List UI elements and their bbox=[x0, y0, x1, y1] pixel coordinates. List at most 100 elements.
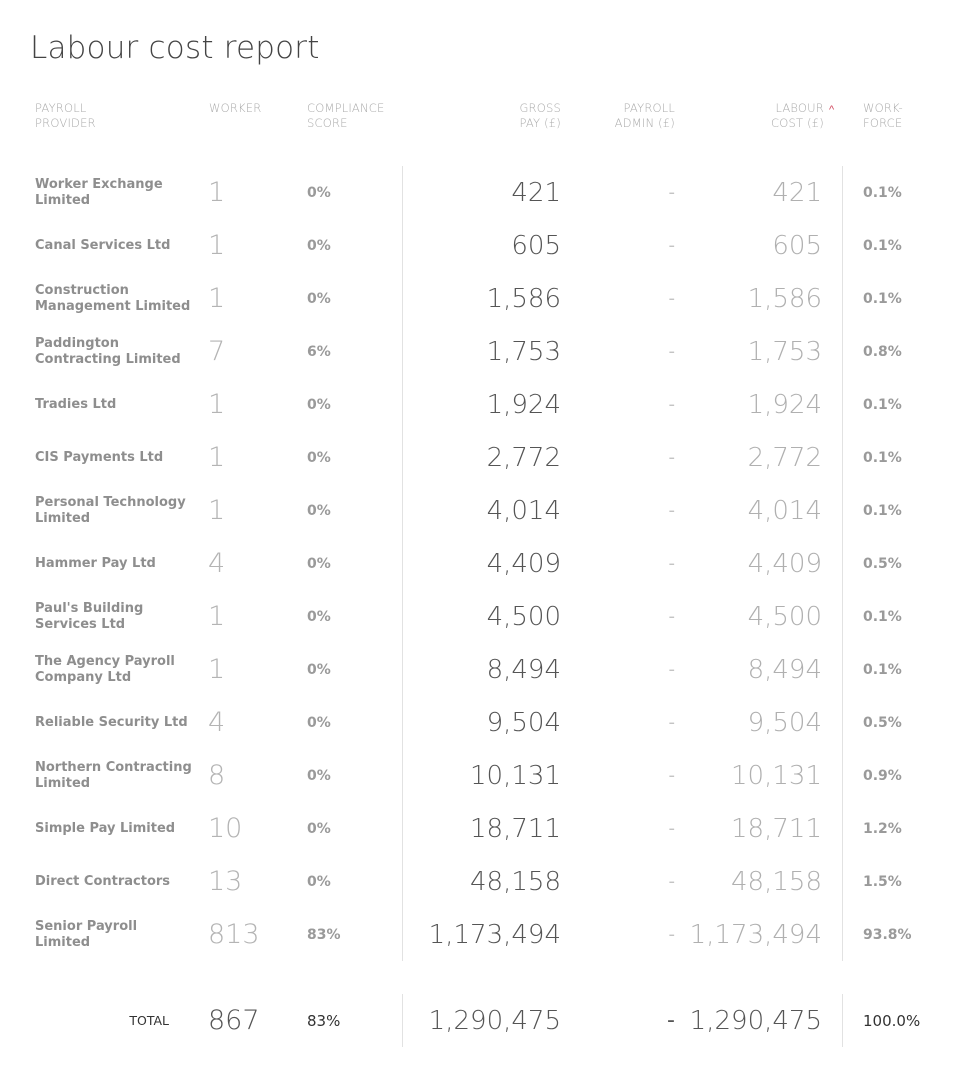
row-compliance-score: 0% bbox=[307, 555, 331, 572]
header-worker[interactable]: WORKER bbox=[209, 101, 261, 116]
row-compliance-score: 0% bbox=[307, 237, 331, 254]
table-row[interactable]: Construction Management Limited 1 0% 1,586 -… bbox=[0, 272, 954, 325]
row-labour-cost: 48,158 bbox=[731, 866, 822, 897]
row-payroll-admin: - bbox=[668, 447, 676, 468]
row-labour-cost: 18,711 bbox=[731, 813, 822, 844]
table-row[interactable]: Reliable Security Ltd 4 0% 9,504 - 9,504 0.5% bbox=[0, 696, 954, 749]
row-worker-count: 4 bbox=[208, 548, 226, 579]
row-payroll-admin: - bbox=[668, 500, 676, 521]
row-workforce-share: 0.8% bbox=[863, 343, 902, 360]
table-row[interactable]: Paddington Contracting Limited 7 6% 1,753 - 1… bbox=[0, 325, 954, 378]
column-divider bbox=[402, 994, 403, 1047]
row-worker-count: 1 bbox=[208, 495, 226, 526]
row-provider-name: Paddington Contracting Limited bbox=[35, 335, 181, 367]
row-payroll-admin: - bbox=[668, 182, 676, 203]
row-compliance-score: 0% bbox=[307, 608, 331, 625]
row-provider-name: Worker Exchange Limited bbox=[35, 176, 163, 208]
row-payroll-admin: - bbox=[668, 659, 676, 680]
row-payroll-admin: - bbox=[668, 606, 676, 627]
row-gross-pay: 48,158 bbox=[470, 866, 561, 897]
header-gross-pay[interactable]: GROSS PAY (£) bbox=[481, 101, 561, 131]
row-worker-count: 1 bbox=[208, 601, 226, 632]
row-gross-pay: 1,924 bbox=[486, 389, 561, 420]
row-gross-pay: 9,504 bbox=[486, 707, 561, 738]
row-workforce-share: 0.1% bbox=[863, 237, 902, 254]
header-workforce[interactable]: WORK- FORCE bbox=[863, 101, 903, 131]
table-row[interactable]: Personal Technology Limited 1 0% 4,014 - 4,01… bbox=[0, 484, 954, 537]
row-worker-count: 1 bbox=[208, 442, 226, 473]
row-worker-count: 4 bbox=[208, 707, 226, 738]
row-provider-name: Reliable Security Ltd bbox=[35, 714, 188, 730]
total-payroll-admin: - bbox=[667, 1008, 675, 1033]
table-row[interactable]: Direct Contractors 13 0% 48,158 - 48,158 1.5% bbox=[0, 855, 954, 908]
sort-ascending-icon[interactable]: ^ bbox=[829, 104, 835, 116]
row-worker-count: 7 bbox=[208, 336, 226, 367]
row-workforce-share: 0.1% bbox=[863, 502, 902, 519]
row-workforce-share: 93.8% bbox=[863, 926, 912, 943]
row-worker-count: 10 bbox=[208, 813, 243, 844]
table-row[interactable]: Canal Services Ltd 1 0% 605 - 605 0.1% bbox=[0, 219, 954, 272]
row-compliance-score: 83% bbox=[307, 926, 341, 943]
total-workers: 867 bbox=[208, 1005, 260, 1036]
row-workforce-share: 1.5% bbox=[863, 873, 902, 890]
row-gross-pay: 1,586 bbox=[486, 283, 561, 314]
row-provider-name: The Agency Payroll Company Ltd bbox=[35, 653, 175, 685]
row-compliance-score: 0% bbox=[307, 184, 331, 201]
table-row[interactable]: CIS Payments Ltd 1 0% 2,772 - 2,772 0.1% bbox=[0, 431, 954, 484]
header-label: SCORE bbox=[307, 116, 348, 130]
header-label: PAY (£) bbox=[519, 116, 561, 130]
row-workforce-share: 0.1% bbox=[863, 608, 902, 625]
row-worker-count: 813 bbox=[208, 919, 260, 950]
table-row[interactable]: Senior Payroll Limited 813 83% 1,173,494-1,… bbox=[0, 908, 954, 961]
row-payroll-admin: - bbox=[668, 712, 676, 733]
row-compliance-score: 0% bbox=[307, 396, 331, 413]
table-row[interactable]: Simple Pay Limited 10 0% 18,711 - 18,711 1.2% bbox=[0, 802, 954, 855]
row-labour-cost: 9,504 bbox=[747, 707, 822, 738]
header-label: PAYROLL bbox=[623, 101, 675, 115]
row-payroll-admin: - bbox=[668, 924, 676, 945]
row-provider-name: Canal Services Ltd bbox=[35, 237, 171, 253]
row-gross-pay: 1,753 bbox=[486, 336, 561, 367]
row-gross-pay: 1,173,494 bbox=[428, 919, 561, 950]
row-gross-pay: 421 bbox=[511, 177, 561, 208]
row-provider-name: Northern Contracting Limited bbox=[35, 759, 192, 791]
row-gross-pay: 4,409 bbox=[486, 548, 561, 579]
row-payroll-admin: - bbox=[668, 341, 676, 362]
row-workforce-share: 0.9% bbox=[863, 767, 902, 784]
row-workforce-share: 0.1% bbox=[863, 290, 902, 307]
total-row: TOTAL 867 83% 1,290,475 - 1,290,475 100.… bbox=[0, 994, 954, 1047]
row-labour-cost: 421 bbox=[772, 177, 822, 208]
row-payroll-admin: - bbox=[668, 288, 676, 309]
row-provider-name: Construction Management Limited bbox=[35, 282, 191, 314]
row-gross-pay: 8,494 bbox=[486, 654, 561, 685]
table-row[interactable]: Paul's Building Services Ltd 1 0% 4,500 - 4,5… bbox=[0, 590, 954, 643]
row-workforce-share: 0.1% bbox=[863, 661, 902, 678]
header-payroll-admin[interactable]: PAYROLL ADMIN (£) bbox=[595, 101, 675, 131]
table-row[interactable]: Hammer Pay Ltd 4 0% 4,409 - 4,409 0.5% bbox=[0, 537, 954, 590]
column-divider bbox=[842, 166, 843, 961]
total-labour-cost: 1,290,475 bbox=[689, 1005, 822, 1036]
table-row[interactable]: Worker Exchange Limited 1 0% 421 - 421 0.1% bbox=[0, 166, 954, 219]
row-gross-pay: 4,014 bbox=[486, 495, 561, 526]
row-compliance-score: 6% bbox=[307, 343, 331, 360]
header-labour-cost[interactable]: LABOUR COST (£) bbox=[744, 101, 824, 131]
row-payroll-admin: - bbox=[668, 235, 676, 256]
row-provider-name: Hammer Pay Ltd bbox=[35, 555, 156, 571]
row-labour-cost: 2,772 bbox=[747, 442, 822, 473]
row-worker-count: 8 bbox=[208, 760, 226, 791]
row-labour-cost: 1,586 bbox=[747, 283, 822, 314]
header-compliance-score[interactable]: COMPLIANCE SCORE bbox=[307, 101, 385, 131]
row-compliance-score: 0% bbox=[307, 661, 331, 678]
row-provider-name: Personal Technology Limited bbox=[35, 494, 186, 526]
row-worker-count: 1 bbox=[208, 177, 226, 208]
row-workforce-share: 1.2% bbox=[863, 820, 902, 837]
table-row[interactable]: Tradies Ltd 1 0% 1,924 - 1,924 0.1% bbox=[0, 378, 954, 431]
row-workforce-share: 0.1% bbox=[863, 449, 902, 466]
row-compliance-score: 0% bbox=[307, 502, 331, 519]
table-row[interactable]: Northern Contracting Limited 8 0% 10,131 - 10… bbox=[0, 749, 954, 802]
row-provider-name: Tradies Ltd bbox=[35, 396, 117, 412]
row-provider-name: CIS Payments Ltd bbox=[35, 449, 164, 465]
header-payroll-provider[interactable]: PAYROLL PROVIDER bbox=[35, 101, 96, 131]
table-row[interactable]: The Agency Payroll Company Ltd 1 0% 8,494 - 8… bbox=[0, 643, 954, 696]
row-compliance-score: 0% bbox=[307, 873, 331, 890]
